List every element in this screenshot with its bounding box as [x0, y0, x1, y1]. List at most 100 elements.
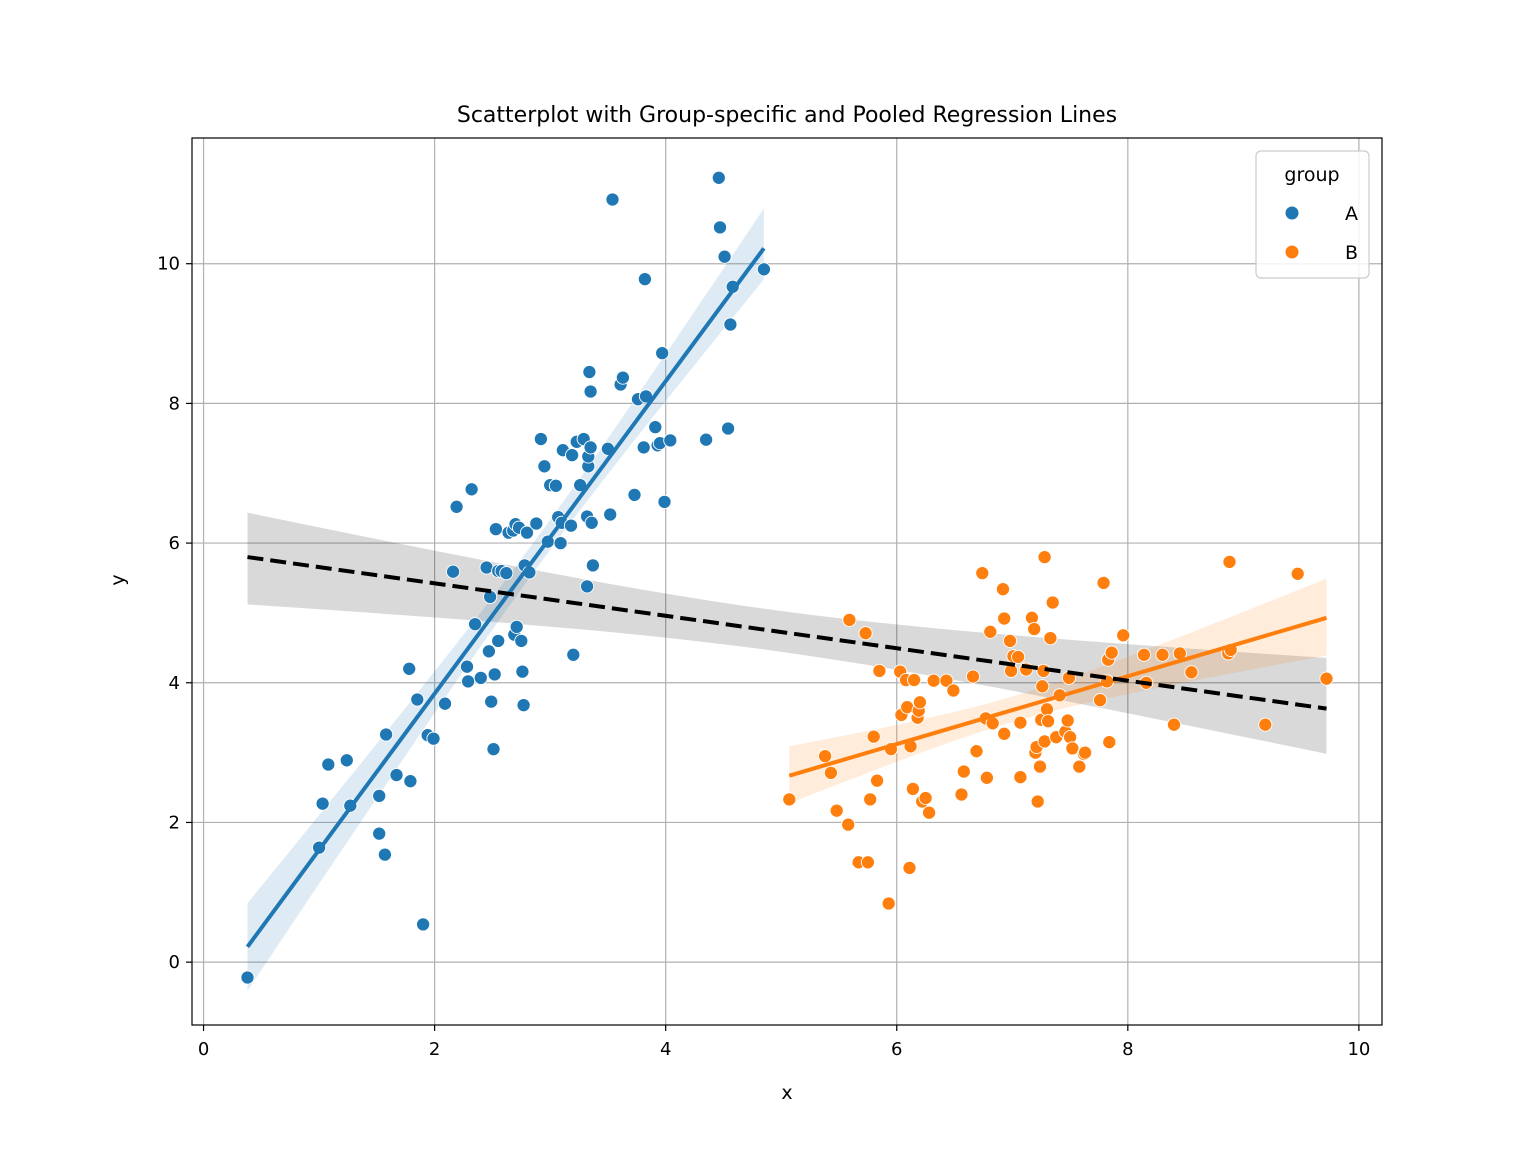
point-a: [481, 644, 496, 659]
point-b: [860, 855, 875, 870]
point-a: [615, 370, 630, 385]
legend-label-a: A: [1345, 203, 1358, 225]
point-b: [975, 566, 990, 581]
point-b: [818, 749, 833, 764]
point-a: [403, 774, 418, 789]
point-b: [870, 773, 885, 788]
point-b: [1072, 759, 1087, 774]
regression-lines: [245, 247, 1328, 948]
axes-frame: [191, 137, 1383, 1026]
point-b: [979, 770, 994, 785]
point-a: [379, 727, 394, 742]
plot-area: 0 2 4 6 8 10 0 2 4 6 8 10: [157, 137, 1383, 1060]
point-a: [584, 515, 599, 530]
point-a: [240, 970, 255, 985]
y-tick-label: 10: [157, 254, 180, 275]
point-a: [499, 566, 514, 581]
point-b: [1065, 741, 1080, 756]
point-a: [516, 698, 531, 713]
point-b: [1104, 645, 1119, 660]
point-b: [1030, 794, 1045, 809]
point-a: [315, 796, 330, 811]
point-b: [1039, 702, 1055, 717]
point-b: [1319, 671, 1334, 686]
chart-title: Scatterplot with Group-specific and Pool…: [457, 103, 1117, 128]
x-tick-label: 10: [1347, 1039, 1370, 1060]
point-b: [918, 790, 933, 806]
point-b: [902, 860, 917, 875]
point-b: [1184, 665, 1199, 680]
point-a: [756, 262, 771, 277]
point-b: [912, 695, 927, 710]
point-a: [509, 619, 524, 634]
legend-marker-b: [1284, 244, 1300, 260]
y-tick-label: 6: [169, 533, 180, 554]
point-b: [1093, 693, 1108, 708]
point-a: [580, 579, 595, 594]
x-tick-label: 2: [429, 1039, 440, 1060]
pooled-regression-line: [247, 555, 1327, 711]
point-b: [1222, 554, 1237, 569]
point-a: [459, 659, 475, 674]
point-b: [842, 612, 857, 627]
point-a: [468, 617, 483, 632]
point-a: [426, 731, 441, 746]
point-b: [1043, 631, 1058, 646]
x-axis-label: x: [781, 1082, 792, 1104]
grid: [192, 138, 1382, 1025]
point-a: [449, 499, 464, 514]
point-a: [515, 664, 530, 679]
point-b: [926, 673, 941, 688]
y-axis-label: y: [107, 574, 129, 585]
point-a: [711, 170, 726, 185]
point-b: [1096, 575, 1111, 590]
point-b: [1002, 633, 1018, 648]
point-b: [965, 669, 981, 684]
point-b: [1041, 714, 1056, 729]
point-b: [905, 781, 920, 796]
point-a: [583, 384, 598, 399]
regression-line-a: [245, 247, 766, 948]
regression-line-b: [788, 615, 1328, 778]
point-b: [1045, 595, 1060, 610]
point-a: [566, 647, 581, 662]
point-a: [473, 670, 488, 685]
point-a: [721, 421, 736, 436]
point-b: [1155, 647, 1170, 662]
legend-title: group: [1284, 164, 1339, 186]
point-a: [416, 917, 431, 932]
point-a: [410, 692, 425, 707]
point-a: [437, 696, 453, 711]
point-b: [782, 792, 797, 807]
point-b: [997, 726, 1012, 741]
point-a: [486, 742, 501, 757]
legend: group A B: [1255, 150, 1370, 279]
point-a: [488, 522, 503, 537]
point-b: [907, 672, 922, 688]
legend-label-b: B: [1345, 242, 1358, 264]
point-b: [1027, 621, 1042, 637]
point-b: [1032, 759, 1048, 774]
point-a: [389, 767, 404, 783]
point-a: [519, 525, 535, 540]
point-a: [461, 674, 476, 689]
point-a: [487, 667, 502, 682]
y-tick-label: 0: [169, 952, 180, 973]
point-b: [841, 817, 856, 832]
point-a: [484, 694, 499, 709]
point-b: [995, 582, 1011, 597]
point-a: [533, 431, 548, 447]
point-b: [1078, 745, 1093, 760]
y-tick-label: 8: [169, 393, 180, 414]
point-a: [553, 536, 568, 551]
point-b: [939, 673, 954, 688]
point-a: [529, 516, 544, 531]
point-a: [563, 518, 579, 533]
point-a: [657, 494, 672, 509]
point-b: [983, 624, 998, 639]
point-b: [969, 744, 984, 759]
point-a: [663, 433, 678, 448]
point-a: [491, 633, 506, 648]
x-tick-label: 4: [660, 1039, 671, 1060]
